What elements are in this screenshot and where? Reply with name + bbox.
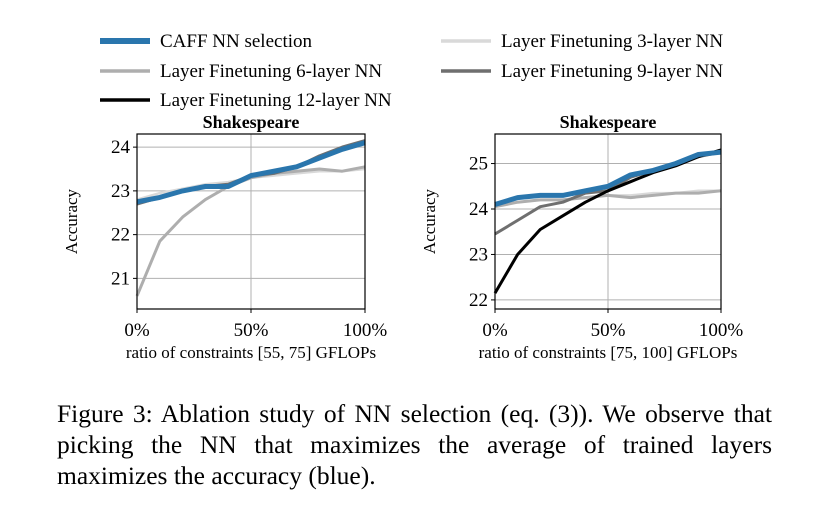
- series-line-6-layer: [494, 189, 722, 209]
- x-tick-label: 0%: [124, 320, 150, 341]
- y-tick-label: 24: [469, 199, 489, 220]
- x-tick-label: 50%: [591, 320, 626, 341]
- y-tick-label: 23: [111, 181, 130, 202]
- legend: CAFF NN selection Layer Finetuning 3-laye…: [100, 31, 723, 111]
- legend-label: Layer Finetuning 6-layer NN: [160, 61, 382, 82]
- y-tick-label: 23: [469, 244, 488, 265]
- y-axis-label: Accuracy: [420, 188, 439, 254]
- series-line-caff: [136, 140, 366, 205]
- x-axis-label: ratio of constraints [55, 75] GFLOPs: [126, 343, 376, 362]
- x-tick-label: 50%: [234, 320, 269, 341]
- legend-label: CAFF NN selection: [160, 31, 313, 52]
- y-tick-label: 25: [469, 154, 488, 175]
- chart-right: 0% 50% 100% 22 23 24 25 Shakespeare ratio of con…: [420, 112, 743, 362]
- x-axis-label: ratio of constraints [75, 100] GFLOPs: [479, 343, 738, 362]
- series-line-caff: [494, 149, 722, 207]
- x-tick-label: 100%: [343, 320, 388, 341]
- y-tick-label: 22: [111, 225, 130, 246]
- x-tick-label: 0%: [482, 320, 508, 341]
- ablation-figure: CAFF NN selection Layer Finetuning 3-laye…: [62, 31, 743, 362]
- legend-label: Layer Finetuning 12-layer NN: [160, 90, 392, 111]
- chart-title: Shakespeare: [560, 112, 657, 132]
- figure-caption: Figure 3: Ablation study of NN selection…: [57, 399, 772, 490]
- chart-left: 0% 50% 100% 21 22 23 24 Shakespeare ratio of con…: [62, 112, 387, 362]
- y-tick-label: 22: [469, 290, 488, 311]
- y-axis-label: Accuracy: [62, 188, 81, 254]
- y-tick-label: 21: [111, 268, 130, 289]
- legend-label: Layer Finetuning 9-layer NN: [501, 61, 723, 82]
- y-tick-label: 24: [111, 137, 131, 158]
- legend-label: Layer Finetuning 3-layer NN: [501, 31, 723, 52]
- x-tick-label: 100%: [699, 320, 744, 341]
- chart-title: Shakespeare: [203, 112, 300, 132]
